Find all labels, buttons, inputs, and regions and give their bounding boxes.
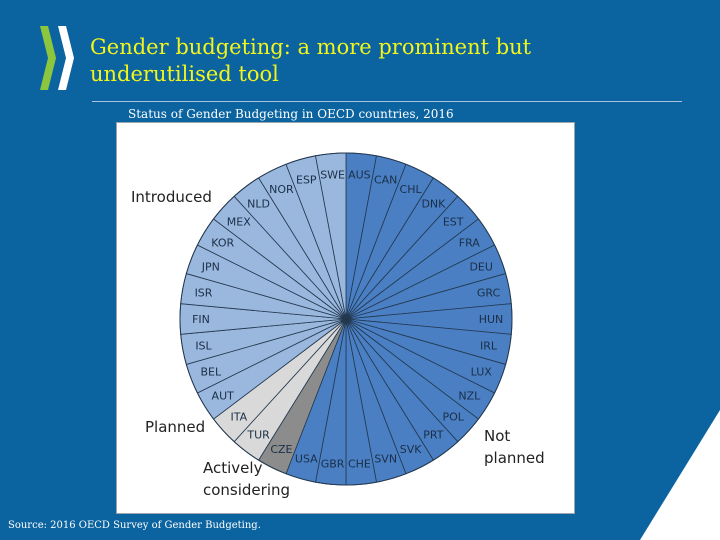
oecd-logo-icon xyxy=(40,26,74,90)
group-label-actively-considering-line-2: considering xyxy=(203,481,290,499)
slice-label-est: EST xyxy=(443,215,464,228)
slice-label-nor: NOR xyxy=(269,183,294,196)
group-label-introduced: Introduced xyxy=(131,188,212,206)
slice-label-grc: GRC xyxy=(477,286,501,299)
slice-label-bel: BEL xyxy=(200,365,221,378)
source-note: Source: 2016 OECD Survey of Gender Budge… xyxy=(8,520,261,531)
slice-label-fin: FIN xyxy=(192,313,210,326)
slice-label-che: CHE xyxy=(348,457,371,470)
slide-title: Gender budgeting: a more prominent but u… xyxy=(90,34,650,88)
slide-title-line-2: underutilised tool xyxy=(90,62,279,86)
slice-label-irl: IRL xyxy=(480,340,498,353)
slice-label-kor: KOR xyxy=(211,237,234,250)
chart-panel: AUS CAN CHL DNK EST FRA DEU GRC HUN IRL LUX NZL POL P… xyxy=(116,122,575,514)
slice-label-prt: PRT xyxy=(423,429,443,442)
slice-label-isr: ISR xyxy=(195,286,213,299)
group-label-not-planned-line-1: Not xyxy=(484,427,510,445)
slice-label-isl: ISL xyxy=(195,340,212,353)
slice-label-usa: USA xyxy=(295,453,318,466)
slice-label-svk: SVK xyxy=(400,443,423,456)
slice-label-pol: POL xyxy=(442,411,464,424)
slice-label-lux: LUX xyxy=(471,365,493,378)
slice-label-gbr: GBR xyxy=(321,457,345,470)
slice-label-can: CAN xyxy=(374,174,397,187)
pie-slices xyxy=(179,152,513,486)
slice-label-tur: TUR xyxy=(246,429,270,442)
slice-label-aut: AUT xyxy=(212,389,235,402)
corner-decoration xyxy=(640,410,720,540)
pie-outline xyxy=(179,152,513,486)
slice-label-swe: SWE xyxy=(320,169,345,182)
slice-label-cze: CZE xyxy=(270,443,292,456)
slice-label-esp: ESP xyxy=(296,174,317,187)
chart-subtitle: Status of Gender Budgeting in OECD count… xyxy=(128,107,454,121)
group-label-actively-considering-line-1: Actively xyxy=(203,459,263,477)
slice-label-hun: HUN xyxy=(479,313,504,326)
slice-label-nzl: NZL xyxy=(458,389,481,402)
title-divider xyxy=(92,101,682,102)
slice-label-deu: DEU xyxy=(469,261,492,274)
slice-label-jpn: JPN xyxy=(201,261,220,274)
slice-label-dnk: DNK xyxy=(421,197,446,210)
slice-label-aus: AUS xyxy=(348,169,371,182)
group-label-not-planned-line-2: planned xyxy=(484,449,545,467)
slide-title-line-1: Gender budgeting: a more prominent but xyxy=(90,35,532,59)
slice-label-svn: SVN xyxy=(374,453,397,466)
group-label-planned: Planned xyxy=(145,418,205,436)
slice-label-ita: ITA xyxy=(230,411,247,424)
slice-label-chl: CHL xyxy=(400,183,423,196)
slice-label-nld: NLD xyxy=(247,197,270,210)
slice-label-mex: MEX xyxy=(227,215,251,228)
slice-label-fra: FRA xyxy=(459,237,481,250)
